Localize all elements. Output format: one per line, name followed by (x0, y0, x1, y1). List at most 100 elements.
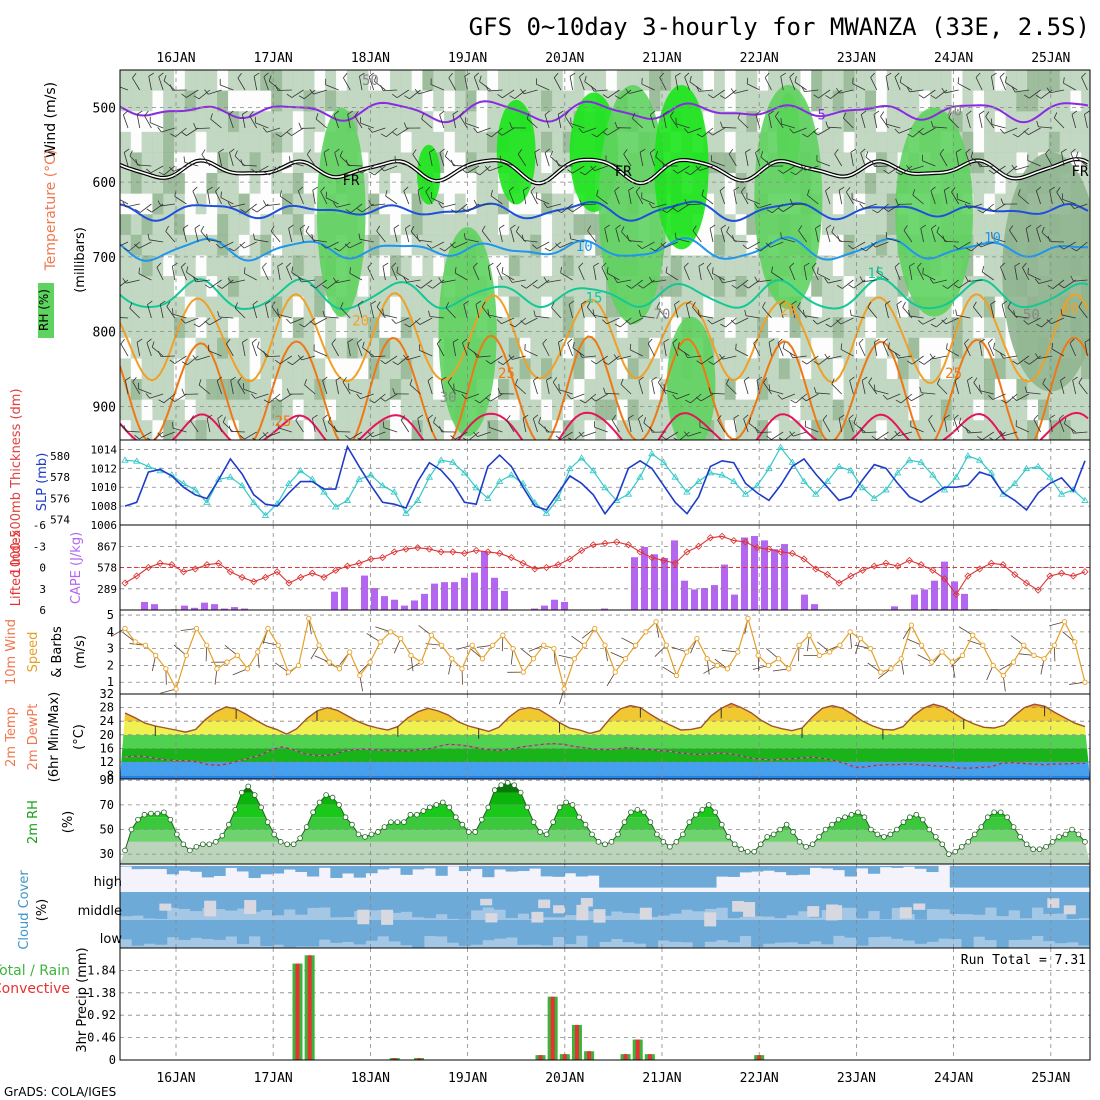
rh-cell (962, 111, 974, 133)
wind-barb-flag (919, 386, 922, 393)
lifted-marker (964, 572, 972, 580)
wind-barb-flag (479, 75, 482, 82)
rh-cell (984, 90, 996, 112)
rh-marker (699, 806, 706, 813)
rh-cell (660, 70, 672, 92)
wind-barb (607, 127, 620, 136)
wind10m-marker (939, 649, 945, 655)
wind-barb-flag (1024, 360, 1030, 365)
wind-barb-flag (242, 110, 248, 115)
wind-barb (781, 393, 796, 400)
rh-cell (217, 173, 229, 195)
wind10m-marker (643, 629, 649, 635)
wind-barb (663, 114, 667, 129)
rh-marker (1036, 846, 1043, 853)
wind-barb (533, 380, 538, 395)
wind-barb-flag (929, 353, 934, 359)
pressure-tick: 900 (93, 400, 116, 415)
rh-cell (584, 420, 596, 440)
wind-barb (195, 127, 210, 129)
cloud-cell (505, 866, 518, 872)
wind-barb-flag (409, 378, 413, 385)
rh-cell (130, 420, 143, 440)
rh-cell (325, 90, 337, 112)
wind-barb (608, 355, 620, 365)
rh-cell (930, 420, 942, 440)
rh-marker (206, 841, 213, 848)
wind-barb (325, 84, 339, 91)
thickness-marker (413, 496, 422, 503)
wind-barb (712, 89, 725, 99)
wind-barb-flag (450, 209, 457, 213)
rh-cell (562, 420, 575, 440)
rh-cell (228, 152, 240, 174)
wind-barb (862, 431, 877, 434)
wind-barb-flag (309, 320, 315, 326)
rh-cell (206, 379, 218, 401)
thickness-marker (484, 494, 492, 501)
wind-barb-flag (1011, 164, 1016, 171)
wind-barb-flag (973, 301, 977, 308)
rh-cell (541, 358, 553, 380)
wind-barb (815, 228, 819, 243)
wind-barb-flag (392, 361, 399, 366)
temp-line (124, 702, 1086, 735)
wind-barb (887, 393, 901, 400)
wind-barb (1058, 418, 1065, 433)
wind-barb-flag (1058, 284, 1065, 289)
rh-cell (411, 399, 423, 421)
wind-barb (769, 389, 784, 395)
wind10m-marker (541, 642, 547, 648)
rh-tick: 70 (100, 798, 114, 812)
wind-barb (501, 127, 515, 136)
cape-bar (401, 605, 408, 610)
thickness-marker (121, 456, 129, 463)
wind-barb (406, 279, 421, 283)
rh-cell (174, 337, 186, 359)
wind-barb-flag (976, 242, 982, 248)
wind-barb-flag (638, 310, 642, 317)
rh-cell (422, 276, 434, 298)
wind-barb-flag (906, 360, 913, 365)
wind-barb-flag (544, 148, 550, 153)
rh-cell (778, 317, 791, 339)
rh-cell (519, 234, 531, 256)
precip-tick: 1.84 (87, 963, 116, 977)
wind-barb (743, 380, 749, 395)
rh-cell (1027, 70, 1039, 92)
wind-barb (445, 156, 456, 167)
rh-cell (390, 276, 402, 298)
wind-barb (584, 81, 597, 91)
wind-barb (439, 114, 445, 129)
rh-cell (649, 399, 661, 421)
wind-barb-flag (252, 437, 257, 440)
wind-barb (1038, 279, 1053, 284)
rh-cell (174, 173, 186, 195)
wind-barb (922, 127, 936, 136)
contour-label: 20 (1062, 302, 1079, 318)
rh-cell (832, 255, 845, 277)
rh-cell (314, 420, 326, 440)
wind10m-barb (275, 662, 289, 673)
wind-barb-flag (322, 376, 328, 381)
rh-cell (584, 234, 596, 256)
rh-marker (634, 806, 641, 813)
rh-cell (886, 193, 899, 215)
wind-barb-flag (396, 266, 399, 273)
wind-barb (935, 89, 948, 99)
wind-barb (237, 77, 246, 91)
wind-barb-flag (310, 284, 316, 289)
rh-cell (886, 317, 899, 339)
rh-cell (973, 255, 985, 277)
precip-tick: 0.92 (87, 1008, 116, 1022)
wind-barb-flag (811, 262, 817, 268)
rh-cell (930, 317, 942, 339)
rh-cell (206, 173, 218, 195)
rh-cell (195, 214, 207, 236)
wind-barb-flag (158, 350, 162, 357)
thickness-marker (296, 467, 305, 474)
rh-marker (238, 789, 245, 796)
rh-cell (1016, 70, 1028, 92)
rh-marker (667, 843, 673, 850)
rh-cell (325, 358, 337, 380)
